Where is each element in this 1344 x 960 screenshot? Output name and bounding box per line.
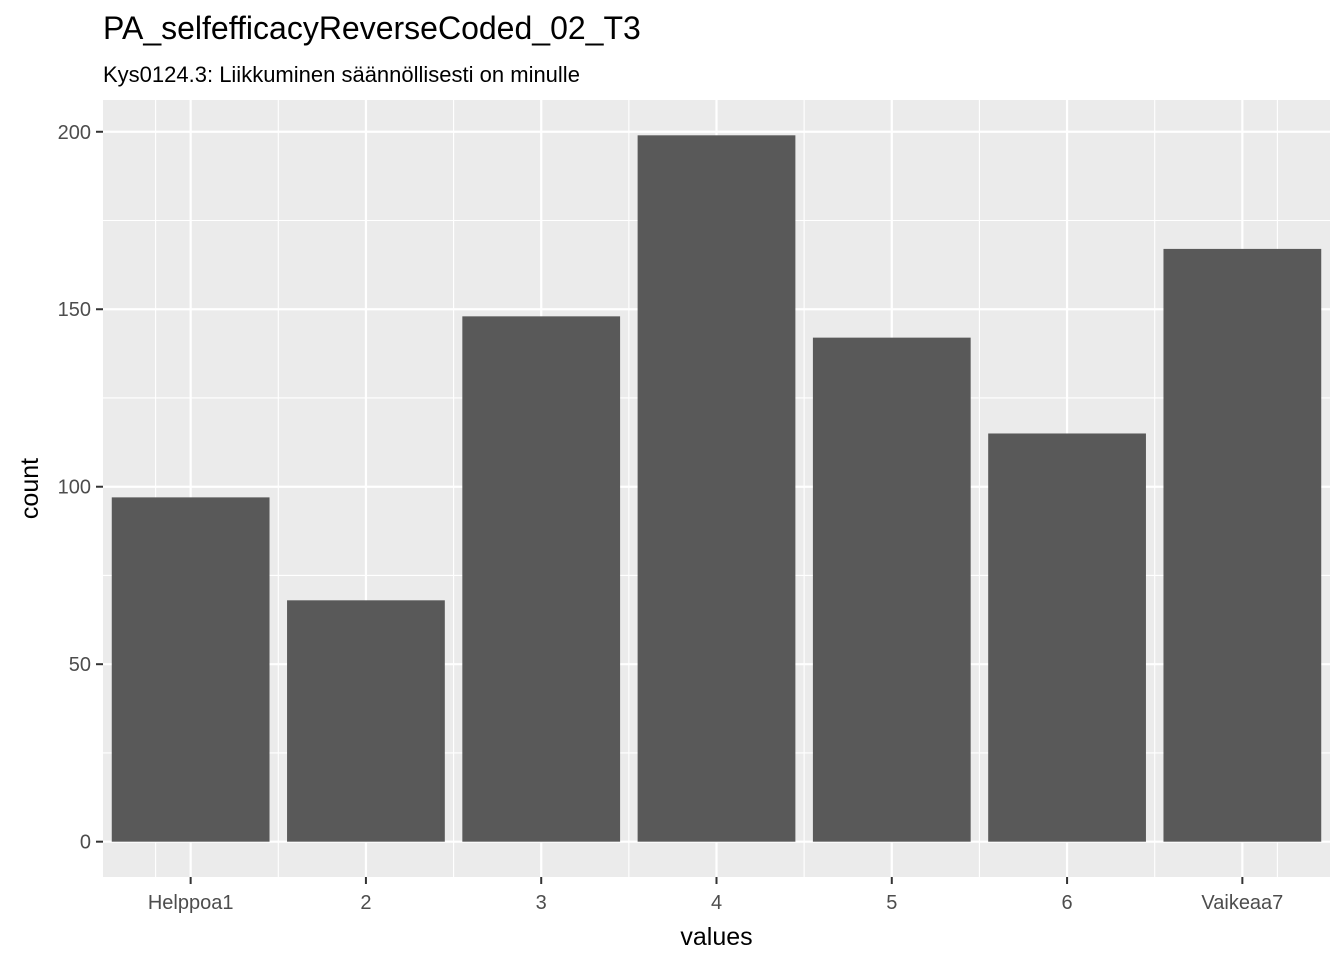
- y-tick-label: 100: [58, 477, 91, 499]
- x-axis: Helppoa1 2 3 4 5 6 Vaikeaa7: [148, 877, 1283, 914]
- x-tick-label: 6: [1062, 892, 1073, 914]
- y-axis: 0 50 100 150 200: [58, 122, 103, 854]
- bar-2: [287, 600, 445, 842]
- bar-Helppoa1: [111, 497, 270, 842]
- bar-6: [988, 433, 1146, 842]
- x-tick-label: 5: [886, 892, 897, 914]
- bars: [111, 135, 1322, 842]
- y-axis-title: count: [16, 458, 44, 519]
- bar-3: [462, 316, 621, 842]
- bar-5: [812, 337, 971, 842]
- bar-4: [637, 135, 796, 842]
- chart-title: PA_selfefficacyReverseCoded_02_T3: [103, 10, 641, 46]
- x-tick-label: Helppoa1: [148, 892, 234, 914]
- y-tick-label: 150: [58, 299, 91, 321]
- chart-subtitle: Kys0124.3: Liikkuminen säännöllisesti on…: [103, 62, 580, 87]
- x-tick-label: 4: [711, 892, 722, 914]
- bar-Vaikeaa7: [1163, 248, 1322, 842]
- x-tick-label: Vaikeaa7: [1201, 892, 1283, 914]
- y-tick-label: 50: [69, 654, 91, 676]
- x-axis-title: values: [680, 923, 752, 951]
- x-tick-label: 3: [536, 892, 547, 914]
- y-tick-label: 200: [58, 122, 91, 144]
- x-tick-label: 2: [360, 892, 371, 914]
- y-tick-label: 0: [80, 832, 91, 854]
